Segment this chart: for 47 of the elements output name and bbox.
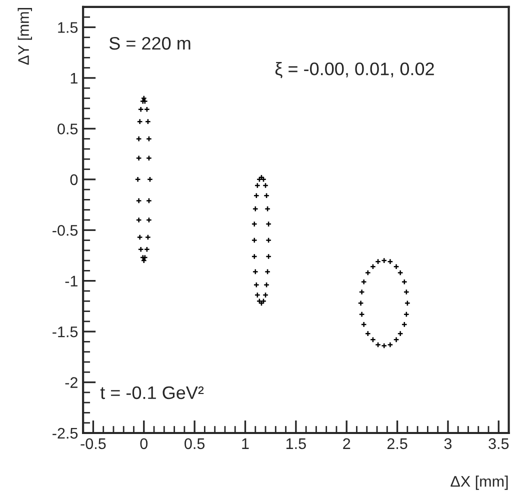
x-axis-title: ΔX [mm] (450, 476, 508, 490)
point (364, 270, 371, 276)
y-tick-label: -2 (65, 377, 78, 388)
point (251, 253, 258, 260)
point (358, 300, 364, 306)
point (403, 288, 410, 296)
x-tick-label: -0.5 (80, 438, 106, 450)
x-tick-label: 3.5 (488, 438, 509, 450)
annotation: S = 220 m (109, 36, 190, 50)
point (358, 311, 365, 318)
point (266, 253, 272, 260)
point (136, 234, 143, 240)
x-tick-label: 2 (343, 438, 350, 449)
y-tick-label: 0 (70, 174, 78, 186)
x-tick-label: 0 (140, 438, 148, 450)
point (262, 182, 269, 189)
x-tick-label: 0.5 (184, 438, 205, 450)
y-tick-label: 1.5 (58, 22, 78, 33)
point (374, 258, 382, 265)
y-tick-label: -1.5 (52, 326, 78, 338)
annotation: t = -0.1 GeV² (100, 386, 204, 400)
point (262, 292, 269, 298)
y-axis-title: ΔY [mm] (18, 8, 32, 65)
point (252, 206, 258, 212)
x-tick-label: 2.5 (387, 438, 408, 450)
point (358, 288, 365, 296)
y-tick-label: -2.5 (52, 428, 78, 439)
point (374, 342, 382, 348)
y-tick-label: 0.5 (58, 124, 78, 134)
x-tick-label: 3 (444, 438, 452, 450)
point (136, 216, 142, 224)
point (254, 182, 260, 189)
y-tick-label: -0.5 (52, 224, 78, 236)
point (397, 270, 404, 276)
point (393, 336, 400, 343)
point (136, 136, 142, 142)
y-tick-label: -1 (65, 276, 78, 286)
y-tick-label: 1 (70, 72, 78, 84)
point (387, 342, 394, 348)
point (251, 237, 258, 244)
point (252, 268, 258, 275)
annotation: ξ = -0.00, 0.01, 0.02 (275, 62, 434, 78)
x-tick-label: 1.5 (286, 438, 306, 450)
point (146, 176, 154, 182)
x-tick-label: 1 (242, 438, 249, 449)
point (136, 198, 142, 204)
point (146, 216, 152, 224)
